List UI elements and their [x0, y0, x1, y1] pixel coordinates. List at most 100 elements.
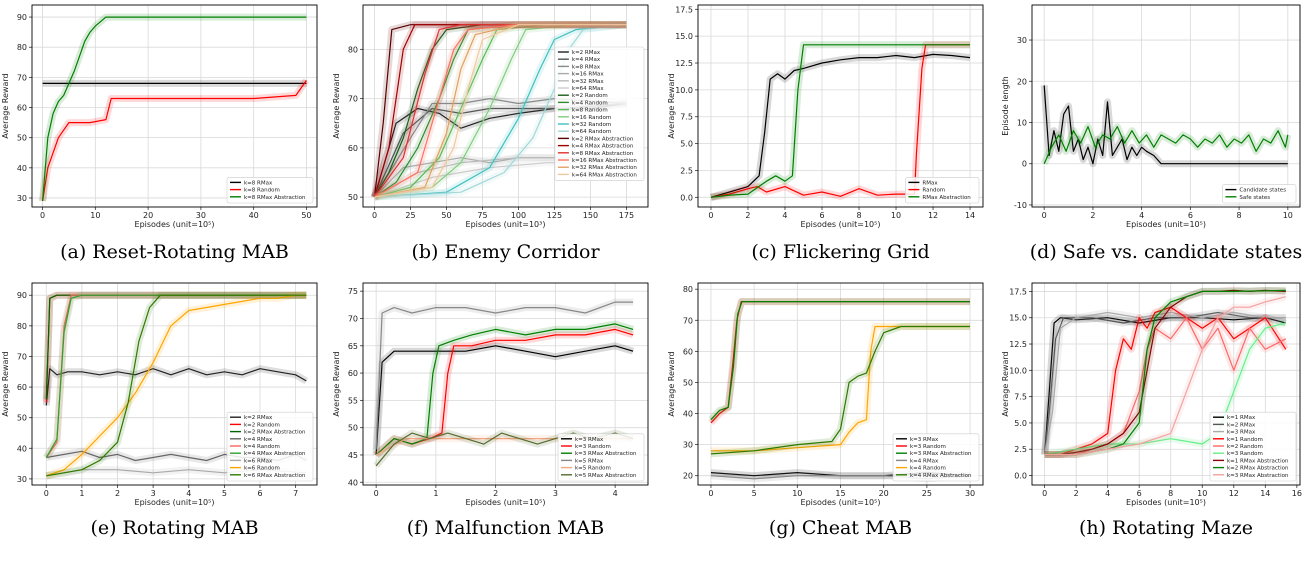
- x-tick-label: 4: [186, 489, 191, 498]
- subplot-5: 0 1 2 3 4 5 6 7 30 40 50 60 70 80 90 Episodes (unit=10⁵…: [1, 282, 318, 539]
- series-line-1: [710, 53, 971, 198]
- y-tick-label: 10.0: [675, 86, 693, 95]
- y-tick-label: 45: [348, 451, 358, 460]
- legend-box: [1222, 184, 1297, 204]
- x-tick-label: 25: [405, 211, 415, 220]
- x-tick-label: 0: [374, 489, 379, 498]
- x-tick-label: 14: [1260, 489, 1270, 498]
- y-tick-label: 10.0: [1009, 366, 1027, 375]
- x-tick-label: 2: [493, 489, 498, 498]
- series-line-1: [375, 345, 634, 456]
- x-tick-label: 0: [708, 489, 713, 498]
- legend-entry: k=3 Random: [575, 444, 611, 450]
- legend-entry: k=8 Random: [572, 108, 608, 114]
- subplot-3: 0 2 4 6 8 10 12 14 0.0 2.5 5.0 7.5 10.0 12.5 15.0 17.5 E…: [667, 4, 984, 263]
- y-tick-label: 30: [17, 194, 27, 203]
- y-tick-label: 70: [348, 95, 358, 104]
- subplot-caption: (c) Flickering Grid: [751, 241, 929, 263]
- subplot-caption: (g) Cheat MAB: [769, 517, 912, 539]
- y-tick-label: 60: [348, 144, 358, 153]
- x-tick-label: 8: [856, 211, 861, 220]
- subplot-8: 0 2 4 6 8 10 12 14 16 0.0 2.5 5.0 7.5 10.0 12.5 15.0 17.…: [1001, 282, 1302, 539]
- subplot-6: 0 1 2 3 4 40 45 50 55 60 65 70 75 Episodes (unit=10⁵)…: [332, 282, 649, 539]
- y-tick-label: 70: [683, 316, 693, 325]
- plot-frame: [697, 282, 984, 486]
- legend-entry: k=1 Random: [1227, 437, 1263, 443]
- legend-box: [554, 46, 645, 181]
- x-tick-label: 0: [40, 211, 45, 220]
- x-tick-label: 175: [619, 211, 634, 220]
- legend-entry: k=4 RMax: [910, 458, 939, 464]
- legend-entry: k=16 RMax: [572, 72, 604, 78]
- x-tick-label: 30: [965, 489, 975, 498]
- series-line-3: [710, 44, 970, 198]
- y-tick-label: 7.5: [1014, 393, 1027, 402]
- subplot-4: 0 2 4 6 8 10 -10 0 10 20 30 Episodes (unit=10⁵) Epis…: [1001, 4, 1302, 263]
- x-tick-label: 6: [1137, 489, 1142, 498]
- x-tick-label: 10: [792, 489, 802, 498]
- x-tick-label: 2: [1074, 489, 1079, 498]
- x-tick-label: 2: [115, 489, 120, 498]
- x-axis-label: Episodes (unit=10⁵): [801, 220, 881, 229]
- legend-entry: k=4 RMax Abstraction: [244, 451, 306, 457]
- legend-entry: k=64 RMax: [572, 86, 604, 92]
- y-tick-label: 5.0: [680, 140, 693, 149]
- x-tick-label: 30: [196, 211, 206, 220]
- y-axis-label: Average Reward: [1, 351, 10, 416]
- series-band: [710, 50, 971, 201]
- x-tick-label: 14: [965, 211, 975, 220]
- y-tick-label: 80: [17, 322, 27, 331]
- y-tick-label: 12.5: [675, 59, 693, 68]
- x-tick-label: 2: [1090, 211, 1095, 220]
- series-line-10: [374, 24, 627, 198]
- series-line-9: [374, 24, 627, 198]
- legend-entry: k=2 Random: [1227, 444, 1263, 450]
- subplot-7: 0 5 10 15 20 25 30 20 30 40 50 60 70 80 Episodes (unit…: [667, 282, 984, 539]
- series-line-3: [375, 323, 634, 456]
- legend-entry: k=6 RMax: [244, 458, 273, 464]
- series-line-8: [46, 294, 307, 477]
- legend-entry: k=4 Random: [910, 466, 946, 472]
- y-tick-label: 80: [683, 285, 693, 294]
- legend-entry: k=16 RMax Abstraction: [572, 158, 637, 164]
- series-line-11: [374, 24, 627, 198]
- legend-entry: k=64 Random: [572, 129, 611, 135]
- y-tick-label: 60: [348, 369, 358, 378]
- plot-frame: [31, 282, 318, 486]
- legend-entry: Random: [922, 188, 945, 194]
- x-tick-label: 50: [301, 211, 311, 220]
- plot-frame: [1031, 4, 1301, 208]
- x-tick-label: 7: [293, 489, 298, 498]
- x-axis-label: Episodes (unit=10⁵): [466, 498, 546, 507]
- y-axis-label: Episode length: [1001, 76, 1010, 135]
- y-tick-label: 40: [17, 164, 27, 173]
- subplot-caption: (d) Safe vs. candidate states: [1030, 241, 1302, 263]
- series-band: [39, 13, 307, 202]
- x-tick-label: 75: [477, 211, 487, 220]
- y-tick-label: 90: [17, 13, 27, 22]
- y-tick-label: 2.5: [680, 166, 693, 175]
- x-tick-label: 25: [922, 489, 932, 498]
- y-tick-label: 60: [17, 104, 27, 113]
- x-tick-label: 0: [44, 489, 49, 498]
- legend-entry: k=3 RMax: [910, 437, 939, 443]
- subplot-caption: (b) Enemy Corridor: [411, 241, 600, 263]
- legend-entry: k=2 RMax Abstraction: [1227, 466, 1289, 472]
- series-band: [710, 41, 970, 201]
- legend-entry: k=4 Random: [572, 100, 608, 106]
- plot-frame: [31, 4, 318, 208]
- y-tick-label: 90: [17, 291, 27, 300]
- x-tick-label: 5: [222, 489, 227, 498]
- x-tick-label: 125: [547, 211, 562, 220]
- series-line-4: [1044, 306, 1287, 456]
- y-tick-label: 50: [17, 414, 27, 423]
- y-tick-label: 20: [1017, 77, 1027, 86]
- subplot-caption: (h) Rotating Maze: [1079, 517, 1253, 539]
- series-line-6: [710, 325, 970, 455]
- y-tick-label: 0: [1022, 160, 1027, 169]
- y-tick-label: 65: [348, 342, 358, 351]
- x-tick-label: 6: [1188, 211, 1193, 220]
